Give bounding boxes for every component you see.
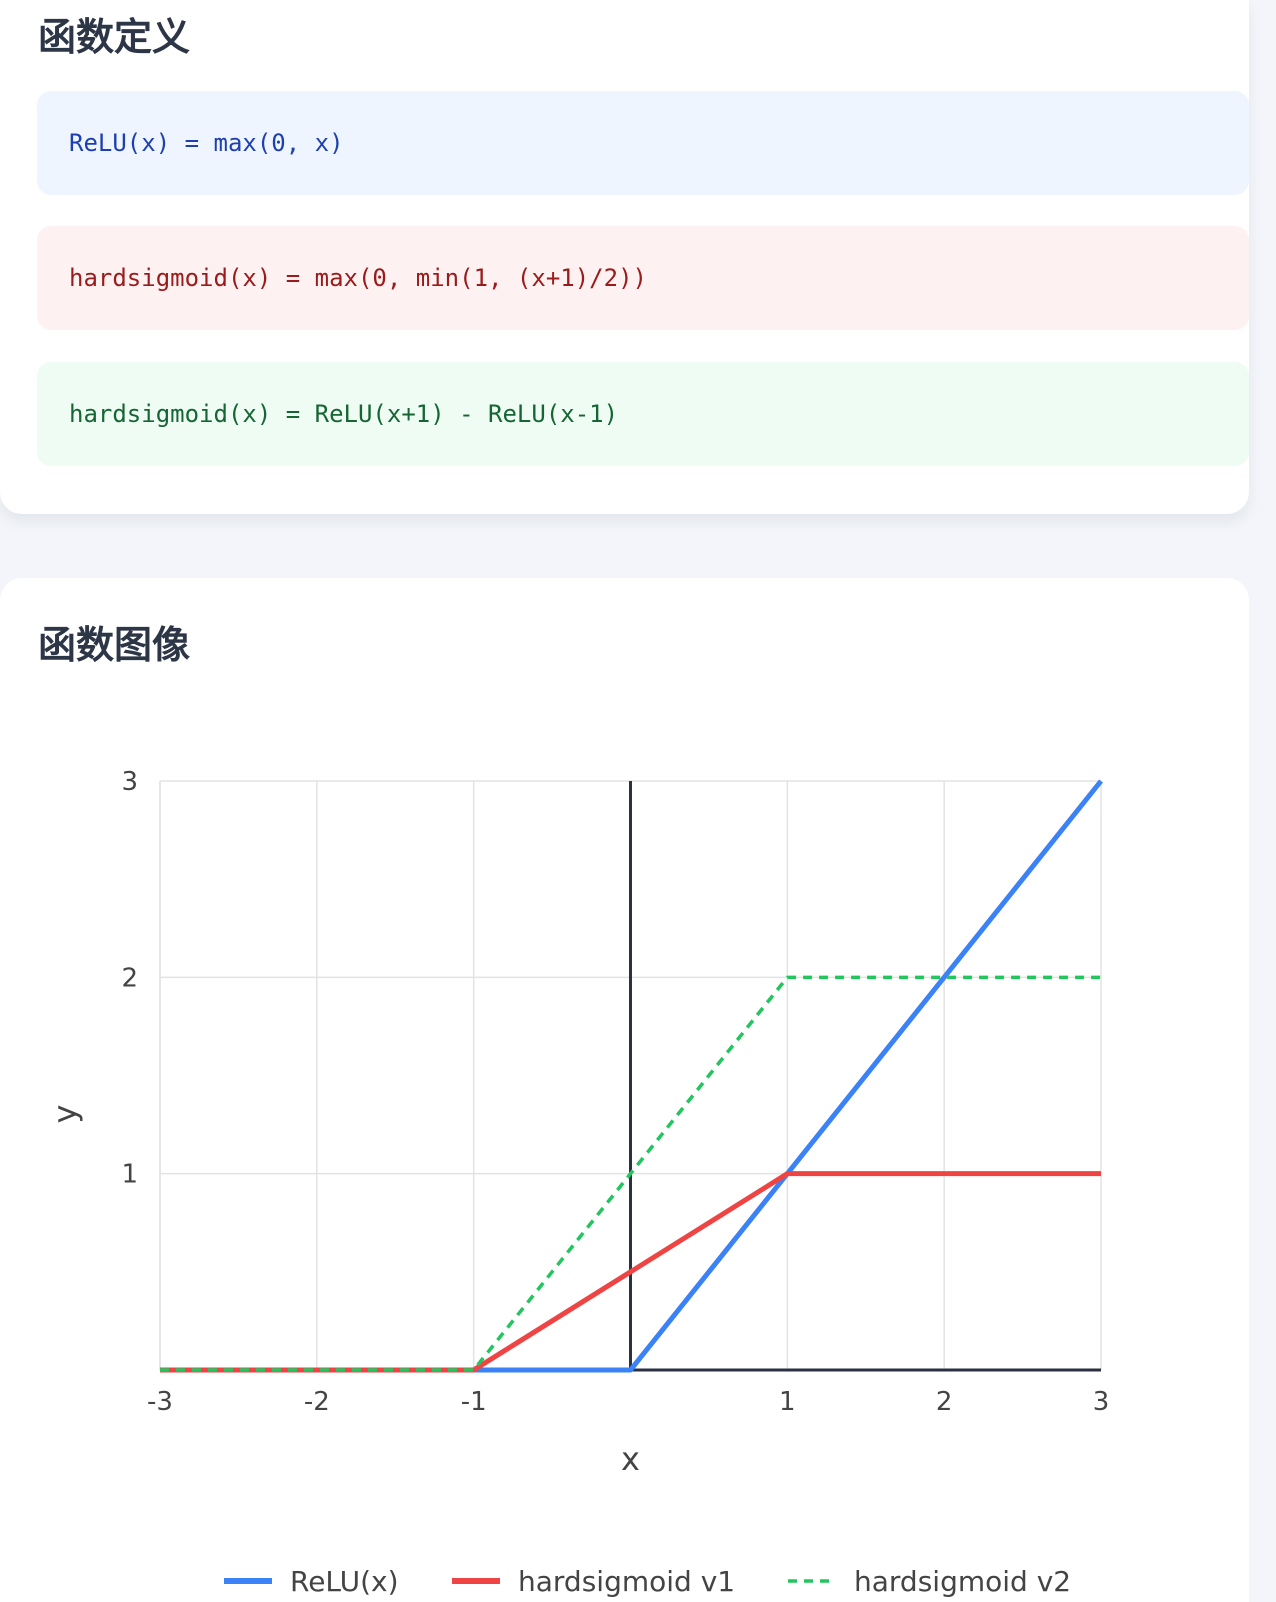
series [160, 779, 1103, 1373]
labels: -3 -2 -1 1 2 3 1 2 3 x y [46, 767, 1109, 1478]
series-line-3 [160, 975, 1101, 1372]
definitions-card: 函数定义 ReLU(x) = max(0, x) hardsigmoid(x) … [0, 0, 1249, 514]
x-tick-label: -2 [304, 1387, 330, 1417]
hardsigmoid-v2-formula: hardsigmoid(x) = ReLU(x+1) - ReLU(x-1) [37, 362, 1249, 466]
y-axis-label: y [46, 1105, 84, 1124]
x-tick-label: -3 [147, 1387, 173, 1417]
x-axis-label: x [621, 1440, 640, 1478]
x-tick-label: -1 [461, 1387, 487, 1417]
y-tick-label: 3 [121, 767, 138, 797]
relu-formula: ReLU(x) = max(0, x) [37, 91, 1249, 195]
legend: ReLU(x) hardsigmoid v1 hardsigmoid v2 [224, 1565, 1071, 1598]
y-tick-label: 1 [121, 1160, 138, 1190]
x-tick-label: 3 [1093, 1387, 1110, 1417]
graph-card: 函数图像 [0, 578, 1249, 1602]
legend-label-3: hardsigmoid v2 [854, 1565, 1071, 1598]
hardsigmoid-v1-formula: hardsigmoid(x) = max(0, min(1, (x+1)/2)) [37, 226, 1249, 330]
x-tick-label: 1 [779, 1387, 796, 1417]
definitions-title: 函数定义 [38, 15, 191, 59]
axes [160, 781, 1101, 1372]
graph-title: 函数图像 [38, 623, 191, 667]
y-tick-label: 2 [121, 963, 138, 993]
legend-label-2: hardsigmoid v1 [518, 1565, 735, 1598]
legend-label-1: ReLU(x) [290, 1565, 399, 1598]
x-tick-label: 2 [936, 1387, 953, 1417]
